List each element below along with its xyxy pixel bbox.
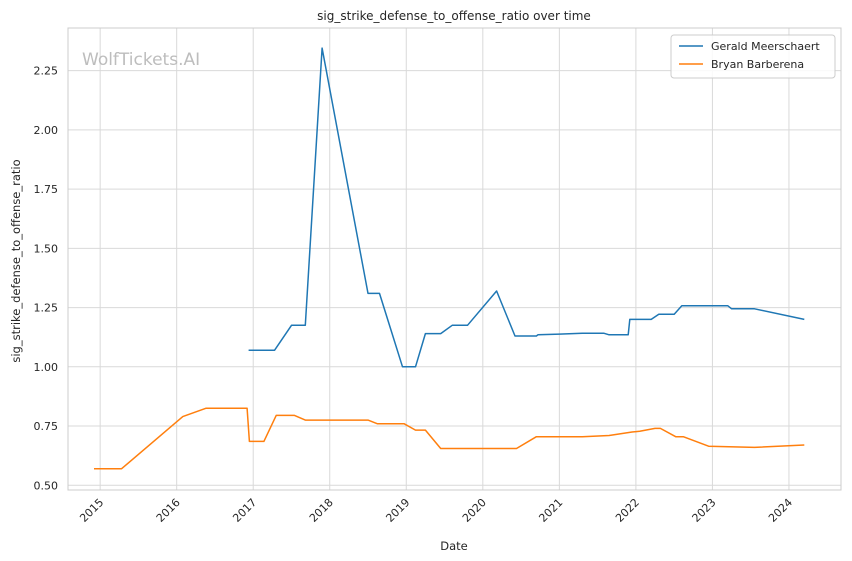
watermark-text: WolfTickets.AI (82, 50, 200, 70)
y-axis-ticks: 0.50 0.75 1.00 1.25 1.50 1.75 2.00 2.25 (34, 65, 59, 493)
legend-label-bryan-barberena: Bryan Barberena (711, 58, 804, 71)
grid-lines (68, 28, 841, 490)
series-line-bryan-barberena (94, 407, 805, 470)
y-tick-label-1.75: 1.75 (34, 183, 59, 196)
y-tick-label-0.50: 0.50 (34, 479, 59, 492)
y-tick-label-2.25: 2.25 (34, 65, 59, 78)
plot-background (68, 28, 841, 490)
y-tick-label-0.75: 0.75 (34, 420, 59, 433)
y-tick-label-1.50: 1.50 (34, 242, 59, 255)
y-axis-title: sig_strike_defense_to_offense_ratio (9, 159, 23, 362)
series-layer (94, 47, 805, 470)
legend-box (670, 34, 836, 79)
x-axis-title: Date (440, 539, 468, 553)
chart-title: sig_strike_defense_to_offense_ratio over… (317, 9, 591, 23)
y-tick-label-2.00: 2.00 (34, 124, 59, 137)
plot-area: WolfTickets.AI (67, 27, 842, 491)
legend-label-gerald-meerschaert: Gerald Meerschaert (711, 40, 820, 53)
series-line-gerald-meerschaert (248, 47, 805, 368)
plot-frame (67, 27, 842, 491)
y-tick-label-1.00: 1.00 (34, 361, 59, 374)
legend: Gerald Meerschaert Bryan Barberena (670, 34, 836, 79)
y-tick-label-1.25: 1.25 (34, 302, 59, 315)
